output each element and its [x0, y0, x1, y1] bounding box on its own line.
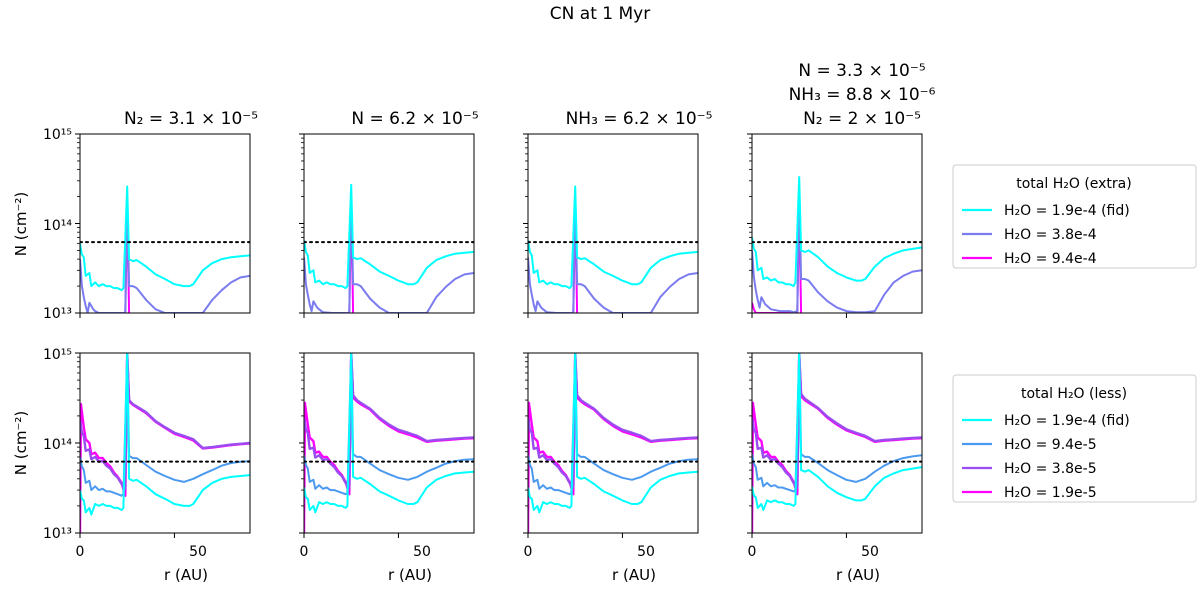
- legend-less-entry-1: H₂O = 1.9e-4 (fid): [1004, 413, 1130, 429]
- column-title-3: NH₃ = 6.2 × 10⁻⁵: [566, 109, 713, 129]
- panel-frame: [751, 133, 923, 314]
- xtick-label-col4-50: 50: [861, 544, 879, 560]
- panel-plot-area: [752, 176, 922, 313]
- xtick-label-col4-0: 0: [748, 544, 757, 560]
- xtick-label-col1-0: 0: [76, 544, 85, 560]
- panel-grid: [75, 133, 923, 538]
- column-title-4-line-2: NH₃ = 8.8 × 10⁻⁶: [789, 85, 936, 105]
- series-line-3: [528, 353, 698, 489]
- panel-plot-area: [752, 353, 922, 533]
- panel-frame: [527, 352, 699, 534]
- panel-r2-c3: [523, 352, 699, 538]
- series-line-1: [752, 176, 922, 288]
- series-line-4: [304, 353, 474, 533]
- column-title-4-line-1: N = 3.3 × 10⁻⁵: [798, 61, 925, 81]
- column-title-4-line-3: N₂ = 2 × 10⁻⁵: [803, 109, 921, 129]
- series-line-2: [528, 198, 698, 313]
- xtick-label-col3-50: 50: [637, 544, 655, 560]
- ytick-label-bottom-1e15: 10¹⁵: [43, 347, 72, 363]
- series-line-2: [304, 197, 474, 313]
- series-line-3: [80, 353, 250, 490]
- column-title-1: N₂ = 3.1 × 10⁻⁵: [124, 109, 258, 129]
- xlabel-col4: r (AU): [836, 566, 880, 584]
- legend-less: total H₂O (less) H₂O = 1.9e-4 (fid) H₂O …: [952, 374, 1197, 503]
- series-line-3: [304, 353, 474, 489]
- series-line-3: [752, 204, 803, 313]
- xlabel-col2: r (AU): [388, 566, 432, 584]
- figure-title: CN at 1 Myr: [550, 4, 650, 24]
- ylabel-bottom-row: N (cm⁻²): [12, 411, 30, 475]
- series-line-2: [752, 353, 922, 493]
- legend-less-title: total H₂O (less): [1021, 386, 1127, 402]
- panel-r1-c3: [523, 133, 699, 318]
- series-line-1: [752, 353, 922, 511]
- legend-extra-frame: [952, 164, 1197, 269]
- legend-extra-title: total H₂O (extra): [1016, 176, 1131, 192]
- series-line-4: [528, 353, 698, 533]
- xtick-label-col2-0: 0: [300, 544, 309, 560]
- legend-extra-entry-2: H₂O = 3.8e-4: [1004, 227, 1097, 243]
- panel-r1-c1: [75, 133, 251, 318]
- legend-less-frame: [952, 374, 1197, 503]
- panel-plot-area: [80, 353, 250, 533]
- panel-r2-c1: [75, 352, 251, 538]
- xlabel-col3: r (AU): [612, 566, 656, 584]
- ytick-label-bottom-1e13: 10¹³: [43, 526, 72, 542]
- column-title-2: N = 6.2 × 10⁻⁵: [351, 109, 478, 129]
- legend-less-entry-3: H₂O = 3.8e-5: [1004, 461, 1097, 477]
- series-line-1: [80, 353, 250, 516]
- panel-frame: [527, 133, 699, 314]
- panel-plot-area: [528, 185, 698, 313]
- ytick-label-top-1e15: 10¹⁵: [43, 127, 72, 143]
- panel-r1-c4: [747, 133, 923, 318]
- series-line-2: [80, 199, 250, 313]
- legend-extra-entry-3: H₂O = 9.4e-4: [1004, 251, 1097, 267]
- panel-frame: [303, 352, 475, 534]
- panel-r2-c2: [299, 352, 475, 538]
- series-line-1: [80, 185, 250, 292]
- series-line-1: [528, 185, 698, 290]
- panel-r1-c2: [299, 133, 475, 318]
- panel-plot-area: [304, 183, 474, 313]
- panel-plot-area: [304, 353, 474, 533]
- legend-extra-entry-1: H₂O = 1.9e-4 (fid): [1004, 203, 1130, 219]
- panel-plot-area: [80, 185, 250, 313]
- series-line-2: [80, 353, 250, 497]
- ytick-label-bottom-1e14: 10¹⁴: [43, 437, 72, 453]
- ylabel-top-row: N (cm⁻²): [12, 192, 30, 256]
- series-line-2: [752, 195, 922, 313]
- ytick-label-top-1e14: 10¹⁴: [43, 218, 72, 234]
- series-line-1: [304, 353, 474, 514]
- panel-r2-c4: [747, 352, 923, 538]
- xtick-label-col3-0: 0: [524, 544, 533, 560]
- series-line-1: [304, 183, 474, 290]
- legend-less-entry-2: H₂O = 9.4e-5: [1004, 437, 1097, 453]
- xtick-label-col2-50: 50: [413, 544, 431, 560]
- series-line-3: [752, 353, 922, 489]
- ytick-label-top-1e13: 10¹³: [43, 306, 72, 322]
- legend-less-entry-4: H₂O = 1.9e-5: [1004, 485, 1097, 501]
- series-line-2: [304, 353, 474, 496]
- xtick-label-col1-50: 50: [189, 544, 207, 560]
- legend-extra: total H₂O (extra) H₂O = 1.9e-4 (fid) H₂O…: [952, 164, 1197, 269]
- series-line-1: [528, 353, 698, 514]
- panel-plot-area: [528, 353, 698, 533]
- xlabel-col1: r (AU): [164, 566, 208, 584]
- series-line-2: [528, 353, 698, 496]
- series-line-4: [752, 353, 922, 533]
- panel-frame: [751, 352, 923, 534]
- panel-frame: [303, 133, 475, 314]
